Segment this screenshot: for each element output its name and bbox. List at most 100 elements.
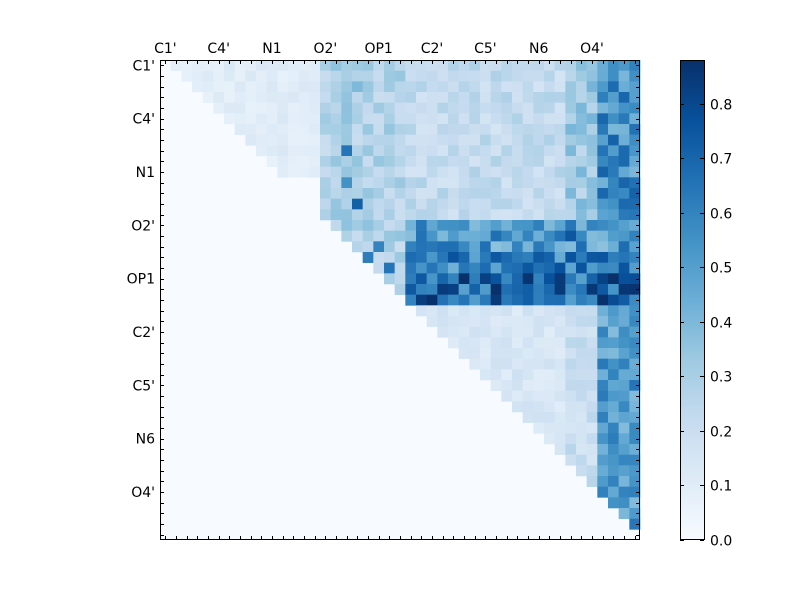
heatmap-cell xyxy=(373,262,385,274)
heatmap-cell xyxy=(533,316,545,327)
colorbar-tick-label: 0.7 xyxy=(710,152,732,168)
heatmap-cell xyxy=(309,166,321,178)
heatmap-cell xyxy=(245,92,257,103)
heatmap-cell xyxy=(565,369,577,381)
heatmap-cell xyxy=(597,390,609,402)
heatmap-cell xyxy=(490,369,502,381)
heatmap-cell xyxy=(501,273,513,285)
heatmap-cell xyxy=(522,156,534,167)
heatmap-cell xyxy=(608,188,619,199)
heatmap-cell xyxy=(448,92,459,103)
heatmap-cell xyxy=(448,113,459,125)
heatmap-cell xyxy=(512,81,523,93)
heatmap-cell xyxy=(309,102,321,114)
heatmap-cell xyxy=(512,358,523,370)
heatmap-cell xyxy=(458,92,470,103)
heatmap-cell xyxy=(554,390,566,402)
heatmap-cell xyxy=(597,401,609,413)
heatmap-cell xyxy=(576,102,587,114)
heatmap-cell xyxy=(597,294,609,306)
heatmap-cell xyxy=(426,145,438,157)
heatmap-cell xyxy=(586,390,598,402)
heatmap-cell xyxy=(448,70,459,82)
heatmap-cell xyxy=(426,241,438,253)
column-label: C1' xyxy=(154,41,177,57)
heatmap-cell xyxy=(629,369,641,381)
heatmap-cell xyxy=(490,134,502,146)
heatmap-cell xyxy=(544,166,555,178)
heatmap-cell xyxy=(490,60,502,71)
heatmap-cell xyxy=(277,81,289,93)
heatmap-cell xyxy=(618,348,630,359)
heatmap-cell xyxy=(256,134,267,146)
heatmap-cell xyxy=(608,412,619,423)
heatmap-cell xyxy=(501,188,513,199)
heatmap-cell xyxy=(597,145,609,157)
heatmap-cell xyxy=(362,230,374,242)
heatmap-cell xyxy=(352,124,363,135)
heatmap-cell xyxy=(405,188,417,199)
heatmap-cell xyxy=(458,241,470,253)
heatmap-cell xyxy=(501,81,513,93)
heatmap-cell xyxy=(277,102,289,114)
heatmap-cell xyxy=(416,220,427,231)
heatmap-cell xyxy=(565,198,577,210)
heatmap-cell xyxy=(618,70,630,82)
heatmap-cell xyxy=(608,166,619,178)
heatmap-cell xyxy=(394,209,406,221)
heatmap-cell xyxy=(576,422,587,434)
heatmap-cell xyxy=(565,145,577,157)
heatmap-cell xyxy=(341,145,353,157)
heatmap-cell xyxy=(458,81,470,93)
heatmap-cell xyxy=(469,326,481,338)
heatmap-cell xyxy=(437,209,449,221)
heatmap-cell xyxy=(341,102,353,114)
heatmap-cell xyxy=(384,81,395,93)
heatmap-cell xyxy=(533,166,545,178)
heatmap-cell xyxy=(533,380,545,391)
heatmap-cell xyxy=(320,166,331,178)
heatmap-cell xyxy=(234,60,246,71)
heatmap-cell xyxy=(576,92,587,103)
heatmap-cell xyxy=(480,198,491,210)
heatmap-cell xyxy=(490,209,502,221)
heatmap-cell xyxy=(544,262,555,274)
heatmap-cell xyxy=(576,348,587,359)
heatmap-cell xyxy=(544,177,555,189)
heatmap-cell xyxy=(608,102,619,114)
heatmap-cell xyxy=(554,422,566,434)
row-label: O2' xyxy=(131,218,155,234)
heatmap-cell xyxy=(544,348,555,359)
heatmap-cell xyxy=(352,134,363,146)
heatmap-cell xyxy=(224,60,235,71)
heatmap-cell xyxy=(576,198,587,210)
heatmap-cell xyxy=(426,198,438,210)
heatmap-cell xyxy=(576,113,587,125)
heatmap-cell xyxy=(522,177,534,189)
heatmap-cell xyxy=(586,444,598,455)
heatmap-cell xyxy=(554,145,566,157)
heatmap-cell xyxy=(405,262,417,274)
heatmap-cell xyxy=(576,252,587,263)
heatmap-cell xyxy=(608,433,619,445)
heatmap-cell xyxy=(501,230,513,242)
heatmap-cell xyxy=(512,305,523,317)
heatmap-cell xyxy=(234,124,246,135)
heatmap-cell xyxy=(341,209,353,221)
heatmap-cell xyxy=(405,113,417,125)
heatmap-cell xyxy=(512,337,523,349)
heatmap-cell xyxy=(608,486,619,498)
colorbar-tick-label: 0.4 xyxy=(710,316,732,332)
heatmap-cell xyxy=(576,284,587,295)
heatmap-cell xyxy=(544,209,555,221)
heatmap-cell xyxy=(629,444,641,455)
heatmap-cell xyxy=(512,241,523,253)
heatmap-cell xyxy=(576,156,587,167)
heatmap-cell xyxy=(565,273,577,285)
heatmap-cell xyxy=(554,273,566,285)
heatmap-cell xyxy=(416,273,427,285)
heatmap-cell xyxy=(266,70,278,82)
heatmap-cell xyxy=(597,465,609,477)
heatmap-cell xyxy=(565,412,577,423)
